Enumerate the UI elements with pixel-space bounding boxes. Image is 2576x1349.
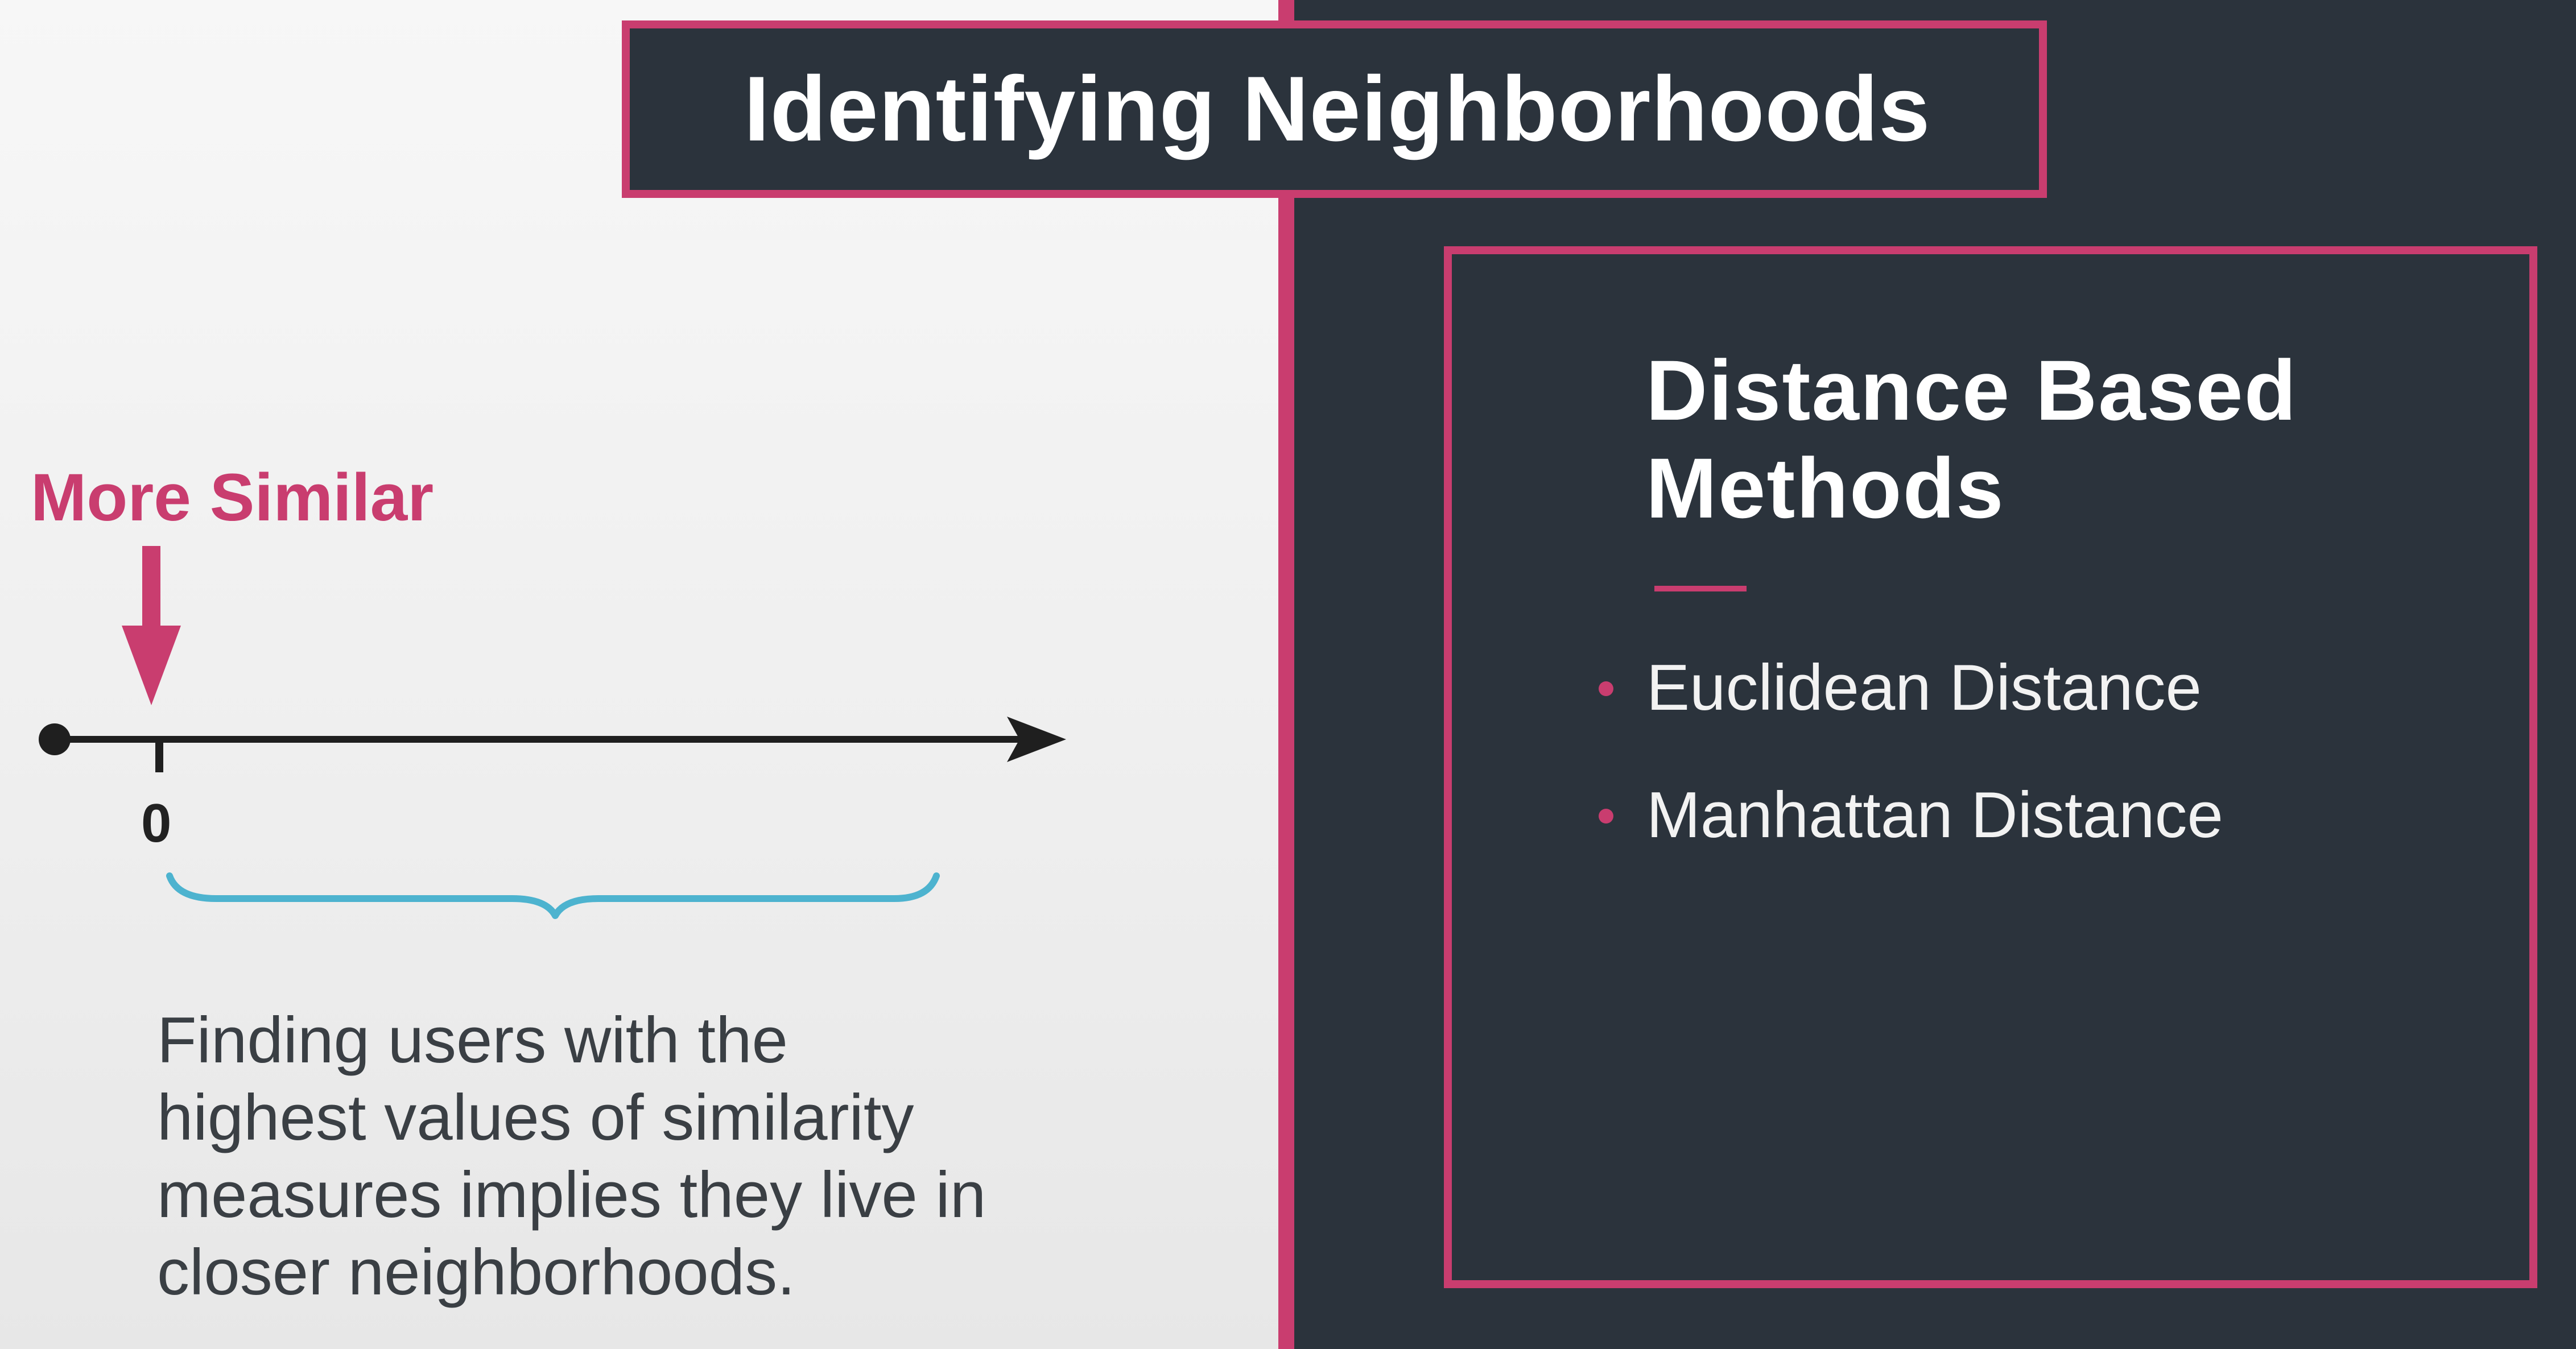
- panel-divider: [1278, 0, 1294, 1349]
- title-box: Identifying Neighborhoods: [622, 20, 2047, 198]
- dot-icon: [39, 723, 71, 755]
- methods-heading-line: Methods: [1646, 440, 2005, 536]
- similarity-axis-diagram: [39, 546, 1066, 919]
- caption-line: closer neighborhoods.: [157, 1236, 795, 1309]
- bullet-dot-icon: [1599, 681, 1613, 696]
- list-item-label: Manhattan Distance: [1646, 779, 2223, 851]
- list-item-label: Euclidean Distance: [1646, 652, 2202, 724]
- caption-text: Finding users with the highest values of…: [157, 1002, 1124, 1311]
- axis-origin-label: 0: [141, 793, 172, 854]
- methods-card: [1444, 246, 2537, 1288]
- list-item: Manhattan Distance: [1599, 776, 2223, 855]
- slide-title: Identifying Neighborhoods: [744, 57, 1931, 160]
- bullet-dot-icon: [1599, 809, 1613, 824]
- heading-accent-line: [1654, 586, 1747, 591]
- caption-line: Finding users with the: [157, 1004, 788, 1077]
- caption-line: measures implies they live in: [157, 1159, 986, 1231]
- methods-heading-line: Distance Based: [1646, 342, 2298, 438]
- down-arrow-icon: [122, 546, 181, 705]
- methods-list: Euclidean Distance Manhattan Distance: [1599, 648, 2223, 903]
- list-item: Euclidean Distance: [1599, 648, 2223, 728]
- curly-brace-icon: [166, 872, 940, 919]
- right-arrow-icon: [1007, 717, 1066, 762]
- more-similar-label: More Similar: [31, 460, 434, 535]
- caption-line: highest values of similarity: [157, 1082, 914, 1154]
- methods-heading: Distance Based Methods: [1646, 341, 2442, 537]
- left-panel: [0, 0, 1278, 1349]
